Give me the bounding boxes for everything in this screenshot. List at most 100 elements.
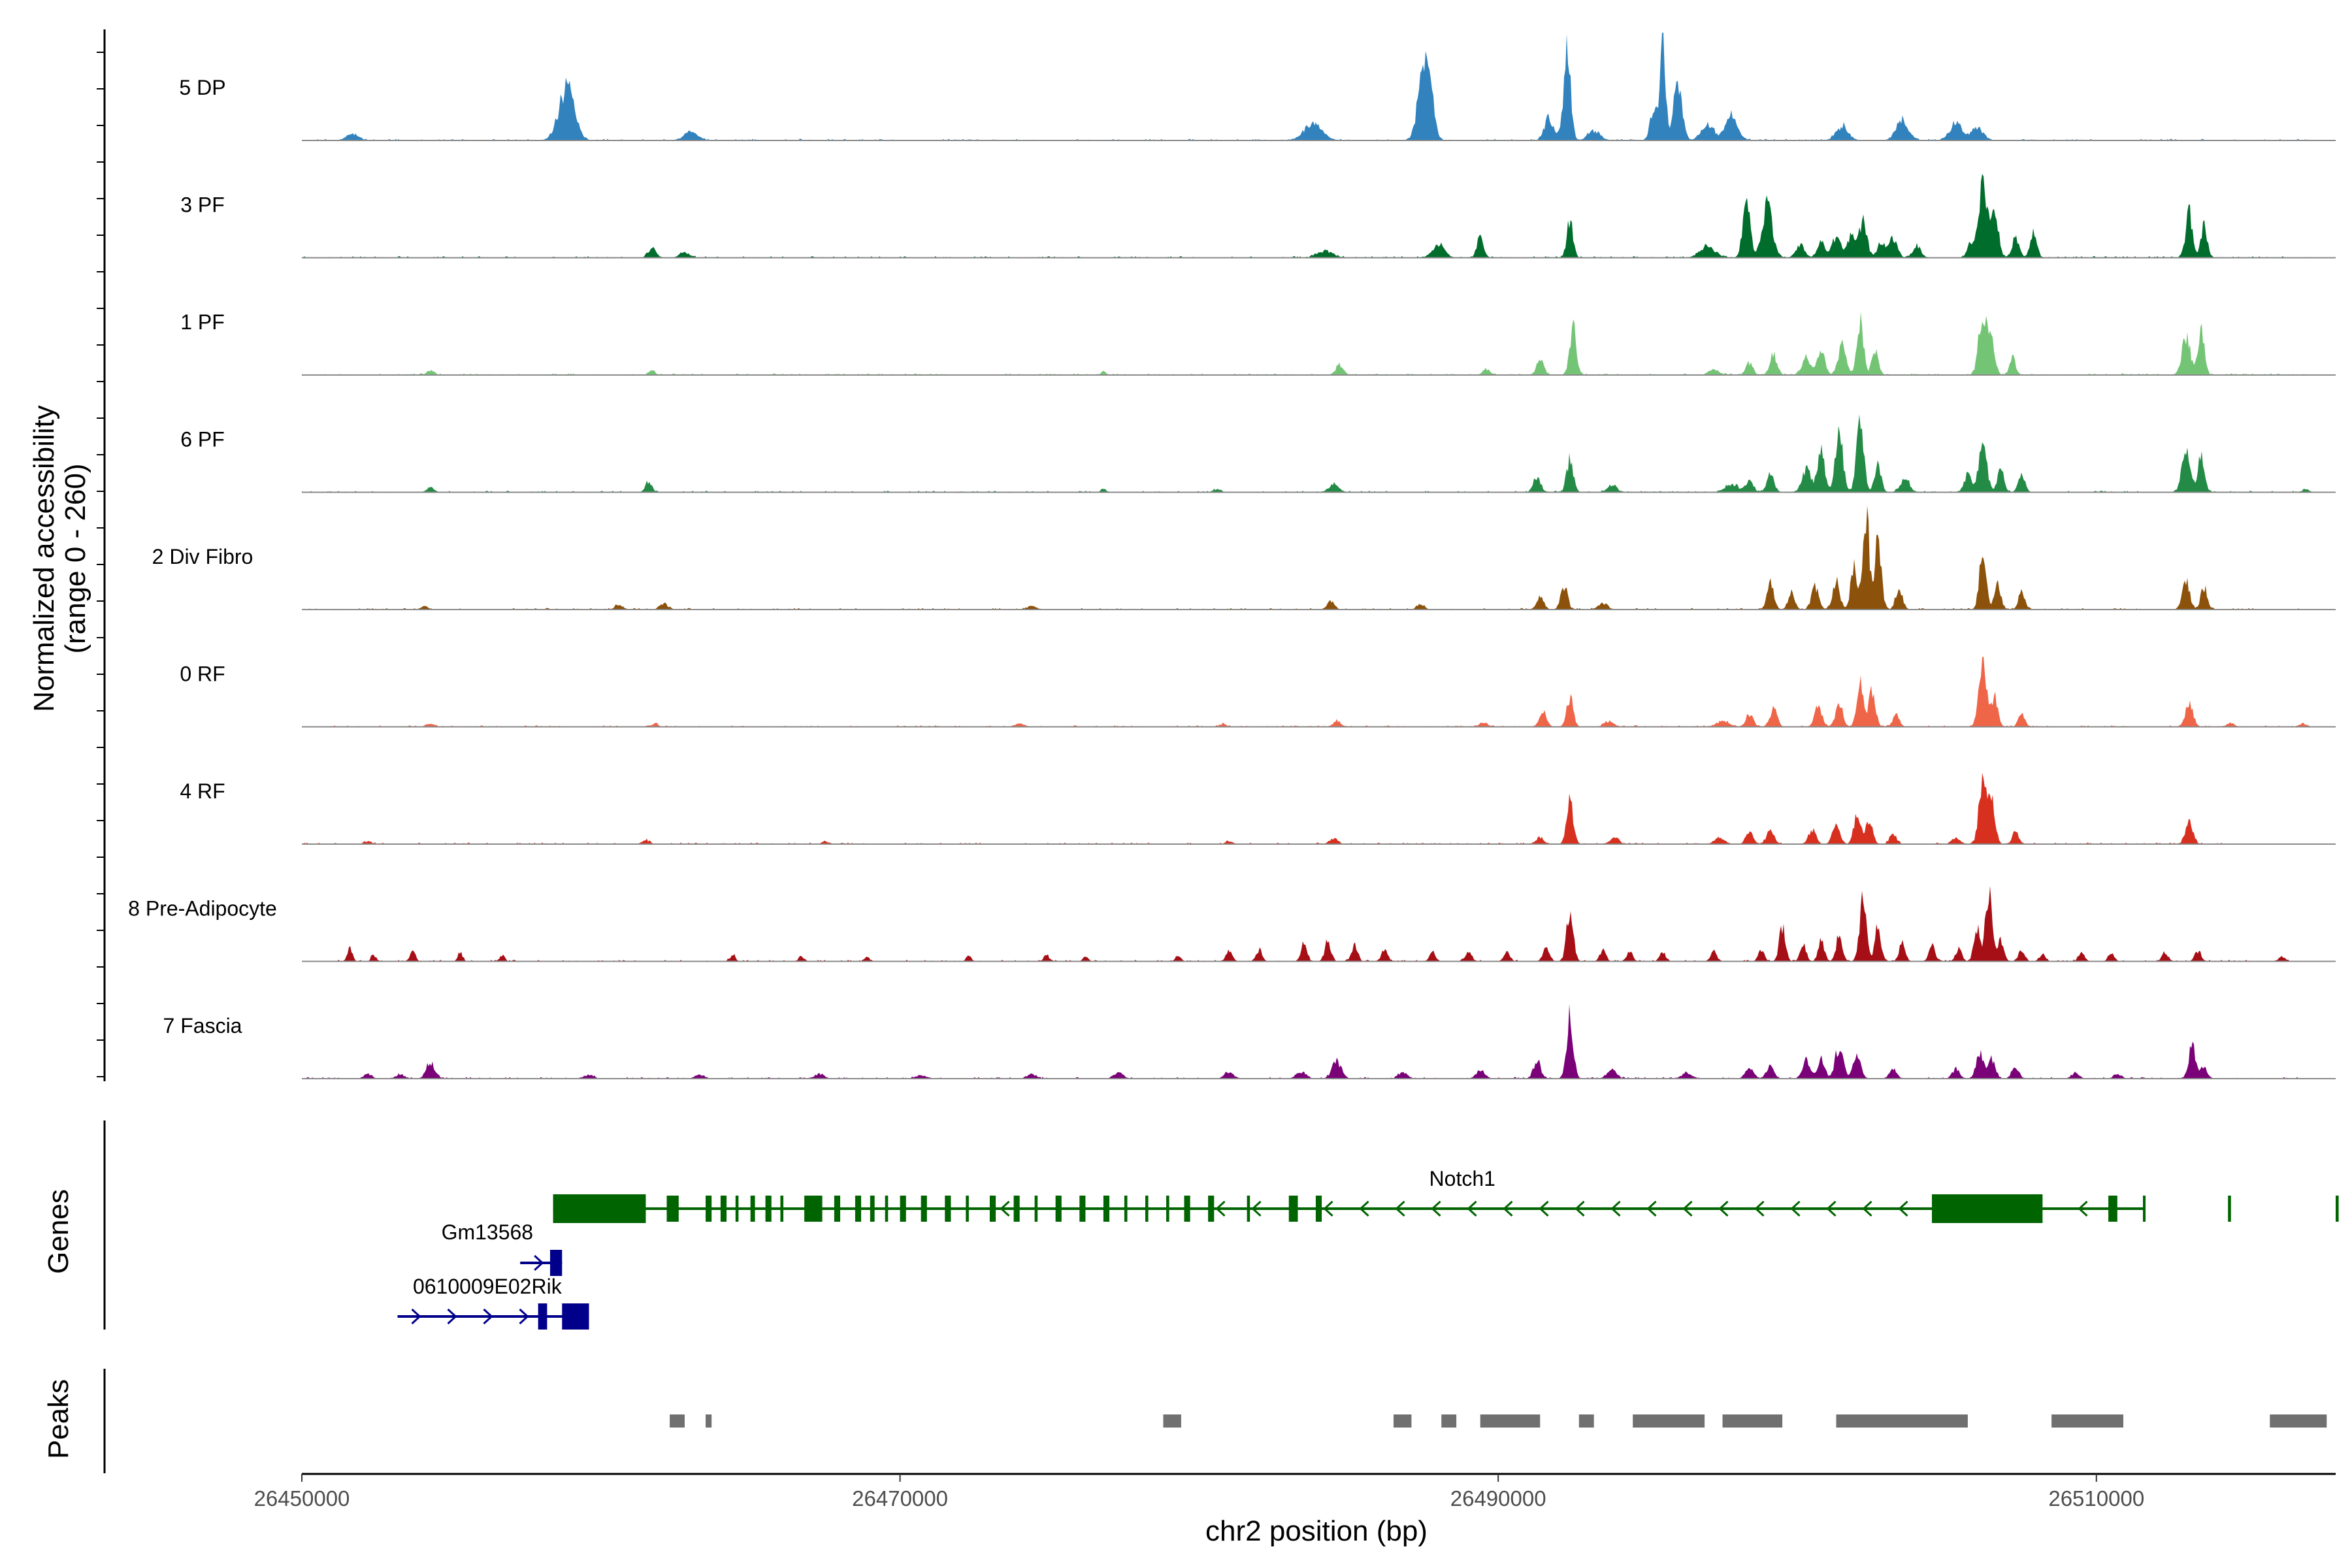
gene-label: 0610009E02Rik bbox=[413, 1275, 563, 1298]
gene-exon bbox=[735, 1196, 739, 1222]
gene-exon bbox=[834, 1196, 841, 1222]
gene-exon bbox=[553, 1194, 646, 1223]
track-label: 3 PF bbox=[180, 193, 225, 217]
track-coverage-area bbox=[302, 174, 2311, 258]
x-tick-label: 26450000 bbox=[254, 1486, 350, 1511]
gene-exon bbox=[1079, 1196, 1086, 1222]
gene-strand-arrow bbox=[1718, 1200, 1729, 1217]
gene-exon bbox=[1208, 1196, 1215, 1222]
track-6-pf: 6 PF bbox=[180, 414, 2336, 493]
gene-strand-arrow bbox=[1467, 1200, 1477, 1217]
track-label: 8 Pre-Adipocyte bbox=[128, 897, 277, 921]
gene-exon bbox=[706, 1196, 712, 1222]
track-label: 7 Fascia bbox=[163, 1014, 242, 1037]
gene-exon bbox=[885, 1196, 889, 1222]
gene-exon bbox=[900, 1196, 906, 1222]
gene-exon bbox=[666, 1196, 679, 1222]
gene-strand-arrow bbox=[411, 1308, 421, 1325]
track-label: 2 Div Fibro bbox=[152, 545, 253, 568]
peak-region bbox=[706, 1414, 712, 1428]
track-coverage-area bbox=[302, 312, 2311, 375]
gene-strand-arrow bbox=[1575, 1200, 1585, 1217]
gene-exon bbox=[1013, 1196, 1020, 1222]
gene-exon bbox=[2336, 1196, 2339, 1222]
gene-exon bbox=[549, 1250, 563, 1276]
track-coverage-area bbox=[302, 885, 2311, 962]
peak-region bbox=[1836, 1414, 1968, 1428]
gene-exon bbox=[1103, 1196, 1110, 1222]
peak-region bbox=[2051, 1414, 2123, 1428]
gene-strand-arrow bbox=[1431, 1200, 1441, 1217]
gene-annotation-panel: Notch1 Gm13568 0610009E02Rik bbox=[103, 1120, 2339, 1330]
track-label: 6 PF bbox=[180, 428, 225, 451]
gene-exon bbox=[804, 1196, 823, 1222]
peak-region bbox=[670, 1414, 685, 1428]
track-coverage-area bbox=[302, 505, 2311, 610]
track-4-rf: 4 RF bbox=[180, 773, 2336, 845]
y-axis-label: Normalized accessibility bbox=[28, 405, 60, 711]
gene-exon bbox=[989, 1196, 996, 1222]
gene-strand-arrow bbox=[1862, 1200, 1872, 1217]
track-coverage-area bbox=[302, 414, 2311, 493]
peak-region bbox=[1393, 1414, 1412, 1428]
gene-exon bbox=[1124, 1196, 1128, 1222]
peak-region bbox=[1722, 1414, 1783, 1428]
gene-exon bbox=[1034, 1196, 1038, 1222]
track-coverage-area bbox=[302, 33, 2311, 140]
gene-exon bbox=[750, 1196, 755, 1222]
gene-exon bbox=[1055, 1196, 1062, 1222]
track-coverage-area bbox=[302, 656, 2311, 727]
gene-exon bbox=[1315, 1196, 1322, 1222]
gene-strand-arrow bbox=[1898, 1200, 1908, 1217]
gene-strand-arrow bbox=[2078, 1200, 2088, 1217]
gene-0610009e02rik: 0610009E02Rik bbox=[397, 1275, 589, 1330]
gene-exon bbox=[720, 1196, 727, 1222]
gene-gm13568: Gm13568 bbox=[442, 1220, 563, 1276]
x-tick-label: 26510000 bbox=[2048, 1486, 2144, 1511]
gene-strand-arrow bbox=[1000, 1200, 1010, 1217]
gene-strand-arrow bbox=[534, 1254, 544, 1271]
track-3-pf: 3 PF bbox=[180, 174, 2336, 259]
peak-region bbox=[1633, 1414, 1705, 1428]
gene-strand-arrow bbox=[447, 1308, 457, 1325]
gene-exon bbox=[1166, 1196, 1169, 1222]
gene-exon bbox=[945, 1196, 951, 1222]
gene-exon bbox=[2228, 1196, 2231, 1222]
gene-strand-arrow bbox=[1215, 1200, 1226, 1217]
track-0-rf: 0 RF bbox=[180, 656, 2336, 728]
gene-strand-arrow bbox=[483, 1308, 493, 1325]
peak-region bbox=[1578, 1414, 1594, 1428]
track-2-div-fibro: 2 Div Fibro bbox=[152, 505, 2336, 610]
gene-exon bbox=[855, 1196, 862, 1222]
genes-panel-label: Genes bbox=[42, 1189, 74, 1274]
gene-exon bbox=[1145, 1196, 1149, 1222]
gene-strand-arrow bbox=[1251, 1200, 1262, 1217]
gene-strand-arrow bbox=[519, 1308, 529, 1325]
x-tick-label: 26490000 bbox=[1450, 1486, 1546, 1511]
coverage-tracks: 5 DP 3 PF 1 PF 6 PF 2 Div Fibro 0 RF 4 RF 8 Pre… bbox=[97, 29, 2336, 1081]
gene-exon bbox=[562, 1303, 589, 1330]
peak-region bbox=[2270, 1414, 2327, 1428]
gene-exon bbox=[870, 1196, 875, 1222]
gene-exon bbox=[538, 1303, 547, 1330]
gene-strand-arrow bbox=[1790, 1200, 1801, 1217]
gene-strand-arrow bbox=[1503, 1200, 1513, 1217]
gene-label: Gm13568 bbox=[442, 1220, 534, 1244]
gene-label: Notch1 bbox=[1429, 1167, 1495, 1190]
peaks-panel-label: Peaks bbox=[42, 1379, 74, 1459]
track-coverage-area bbox=[302, 1004, 2311, 1079]
gene-strand-arrow bbox=[1610, 1200, 1621, 1217]
gene-strand-arrow bbox=[1682, 1200, 1693, 1217]
gene-exon bbox=[1247, 1196, 1250, 1222]
track-label: 1 PF bbox=[180, 310, 225, 334]
x-tick-label: 26470000 bbox=[852, 1486, 948, 1511]
track-label: 5 DP bbox=[179, 76, 225, 99]
y-axis-label-range: (range 0 - 260) bbox=[59, 463, 91, 653]
gene-strand-arrow bbox=[1754, 1200, 1765, 1217]
peak-region bbox=[1441, 1414, 1457, 1428]
gene-notch1: Notch1 bbox=[553, 1167, 2339, 1223]
gene-exon bbox=[2108, 1196, 2117, 1222]
track-label: 0 RF bbox=[180, 662, 225, 686]
gene-exon bbox=[1931, 1194, 2043, 1223]
gene-exon bbox=[780, 1196, 784, 1222]
